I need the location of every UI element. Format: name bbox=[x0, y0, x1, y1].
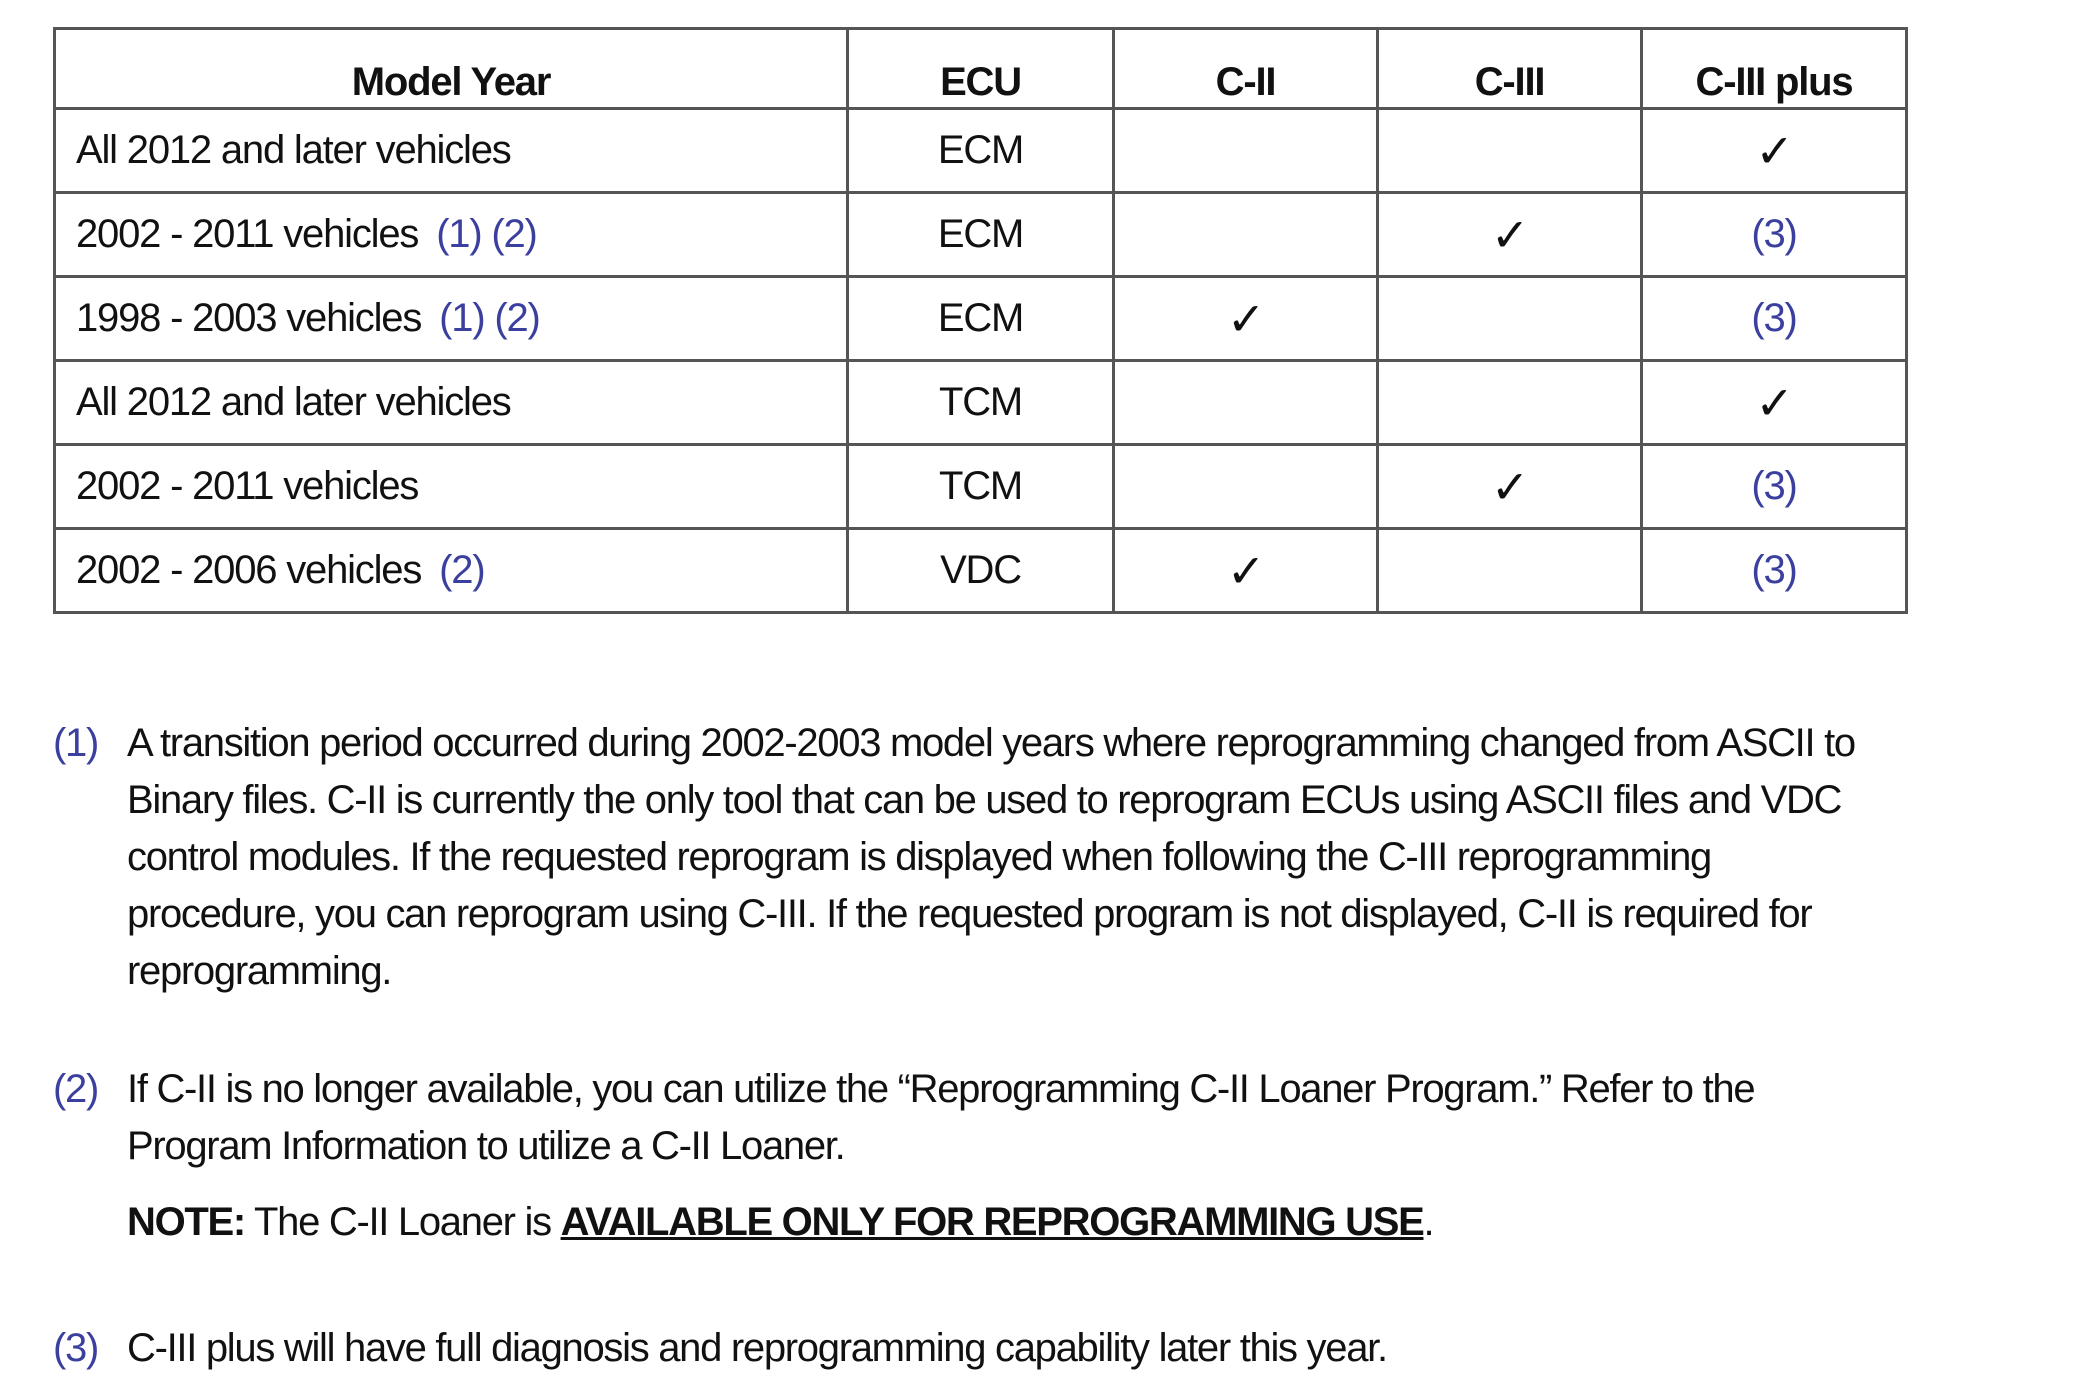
footnote-refs: (1) (2) bbox=[436, 212, 538, 256]
model-year-text: 2002 - 2011 vehicles bbox=[76, 212, 419, 256]
footnote-line: control modules. If the requested reprog… bbox=[127, 835, 1712, 879]
checkmark-icon: ✓ bbox=[1490, 460, 1530, 513]
footnote-2: (2) If C-II is no longer available, you … bbox=[53, 1061, 1756, 1175]
footnote-line: If C-II is no longer available, you can … bbox=[127, 1067, 1756, 1111]
header-model-year: Model Year bbox=[53, 27, 849, 110]
c3-cell: ✓ bbox=[1376, 191, 1643, 278]
c2-cell bbox=[1112, 359, 1379, 446]
ecu-cell: VDC bbox=[846, 527, 1115, 614]
footnote-number: (1) bbox=[53, 721, 99, 765]
note-text: The C-II Loaner is bbox=[244, 1200, 561, 1244]
c3-cell bbox=[1376, 359, 1643, 446]
table-row: 2002 - 2006 vehicles (2) VDC ✓ (3) bbox=[53, 527, 1908, 614]
c2-cell: ✓ bbox=[1112, 275, 1379, 362]
c2-cell bbox=[1112, 107, 1379, 194]
table-header-row: Model Year ECU C-II C-III C-III plus bbox=[53, 27, 1908, 110]
footnote-ref: (3) bbox=[1751, 548, 1798, 592]
ecu-text: ECM bbox=[937, 128, 1025, 172]
model-year-cell: All 2012 and later vehicles bbox=[53, 107, 849, 194]
checkmark-icon: ✓ bbox=[1226, 544, 1266, 597]
table-row: 2002 - 2011 vehicles TCM ✓ (3) bbox=[53, 443, 1908, 530]
footnote-line: Binary files. C-II is currently the only… bbox=[127, 778, 1842, 822]
table-row: All 2012 and later vehicles ECM ✓ bbox=[53, 107, 1908, 194]
c3-cell bbox=[1376, 527, 1643, 614]
header-c3-plus: C-III plus bbox=[1640, 27, 1908, 110]
ecu-cell: ECM bbox=[846, 275, 1115, 362]
header-ecu: ECU bbox=[846, 27, 1115, 110]
c3plus-cell: ✓ bbox=[1640, 359, 1908, 446]
model-year-text: 2002 - 2011 vehicles bbox=[76, 464, 419, 508]
footnote-refs: (2) bbox=[439, 548, 486, 592]
c3plus-cell: (3) bbox=[1640, 443, 1908, 530]
ecu-text: TCM bbox=[938, 464, 1023, 508]
c2-cell bbox=[1112, 443, 1379, 530]
table-row: All 2012 and later vehicles TCM ✓ bbox=[53, 359, 1908, 446]
footnote-1: (1) A transition period occurred during … bbox=[53, 715, 1856, 1000]
c3-cell bbox=[1376, 107, 1643, 194]
model-year-text: All 2012 and later vehicles bbox=[76, 128, 512, 172]
model-year-text: 2002 - 2006 vehicles bbox=[76, 548, 422, 592]
note-label: NOTE: bbox=[127, 1200, 246, 1244]
c3plus-cell: (3) bbox=[1640, 527, 1908, 614]
footnote-number: (2) bbox=[53, 1067, 99, 1111]
ecu-cell: TCM bbox=[846, 359, 1115, 446]
c3-cell: ✓ bbox=[1376, 443, 1643, 530]
note-emphasis: AVAILABLE ONLY FOR REPROGRAMMING USE bbox=[560, 1200, 1425, 1244]
footnote-ref: (3) bbox=[1751, 212, 1798, 256]
c2-cell bbox=[1112, 191, 1379, 278]
model-year-text: All 2012 and later vehicles bbox=[76, 380, 512, 424]
footnote-number: (3) bbox=[53, 1326, 99, 1370]
checkmark-icon: ✓ bbox=[1755, 124, 1794, 177]
c3plus-cell: (3) bbox=[1640, 275, 1908, 362]
footnote-ref: (3) bbox=[1751, 296, 1798, 340]
checkmark-icon: ✓ bbox=[1490, 208, 1530, 261]
model-year-text: 1998 - 2003 vehicles bbox=[76, 296, 422, 340]
table-row: 2002 - 2011 vehicles (1) (2) ECM ✓ (3) bbox=[53, 191, 1908, 278]
footnote-line: C-III plus will have full diagnosis and … bbox=[127, 1326, 1388, 1370]
footnote-line: reprogramming. bbox=[127, 949, 392, 993]
reprogramming-tool-table: Model Year ECU C-II C-III C-III plus All… bbox=[53, 27, 1908, 614]
ecu-cell: ECM bbox=[846, 191, 1115, 278]
c2-cell: ✓ bbox=[1112, 527, 1379, 614]
checkmark-icon: ✓ bbox=[1755, 376, 1794, 429]
model-year-cell: 2002 - 2011 vehicles bbox=[53, 443, 849, 530]
ecu-cell: TCM bbox=[846, 443, 1115, 530]
table-row: 1998 - 2003 vehicles (1) (2) ECM ✓ (3) bbox=[53, 275, 1908, 362]
ecu-text: VDC bbox=[940, 548, 1022, 592]
footnote-line: procedure, you can reprogram using C-III… bbox=[127, 892, 1813, 936]
header-c3: C-III bbox=[1376, 27, 1643, 110]
c3plus-cell: (3) bbox=[1640, 191, 1908, 278]
footnote-3: (3) C-III plus will have full diagnosis … bbox=[53, 1320, 1388, 1377]
ecu-text: TCM bbox=[938, 380, 1023, 424]
c3plus-cell: ✓ bbox=[1640, 107, 1908, 194]
footnote-line: A transition period occurred during 2002… bbox=[127, 721, 1856, 765]
footnote-ref: (3) bbox=[1751, 464, 1798, 508]
model-year-cell: 2002 - 2006 vehicles (2) bbox=[53, 527, 849, 614]
model-year-cell: 2002 - 2011 vehicles (1) (2) bbox=[53, 191, 849, 278]
checkmark-icon: ✓ bbox=[1226, 292, 1266, 345]
ecu-cell: ECM bbox=[846, 107, 1115, 194]
ecu-text: ECM bbox=[937, 212, 1025, 256]
ecu-text: ECM bbox=[937, 296, 1025, 340]
model-year-cell: 1998 - 2003 vehicles (1) (2) bbox=[53, 275, 849, 362]
c3-cell bbox=[1376, 275, 1643, 362]
footnote-refs: (1) (2) bbox=[439, 296, 541, 340]
header-c2: C-II bbox=[1112, 27, 1379, 110]
note-end: . bbox=[1423, 1200, 1434, 1244]
model-year-cell: All 2012 and later vehicles bbox=[53, 359, 849, 446]
note: NOTE: The C-II Loaner is AVAILABLE ONLY … bbox=[127, 1200, 1435, 1245]
footnote-line: Program Information to utilize a C-II Lo… bbox=[127, 1124, 846, 1168]
